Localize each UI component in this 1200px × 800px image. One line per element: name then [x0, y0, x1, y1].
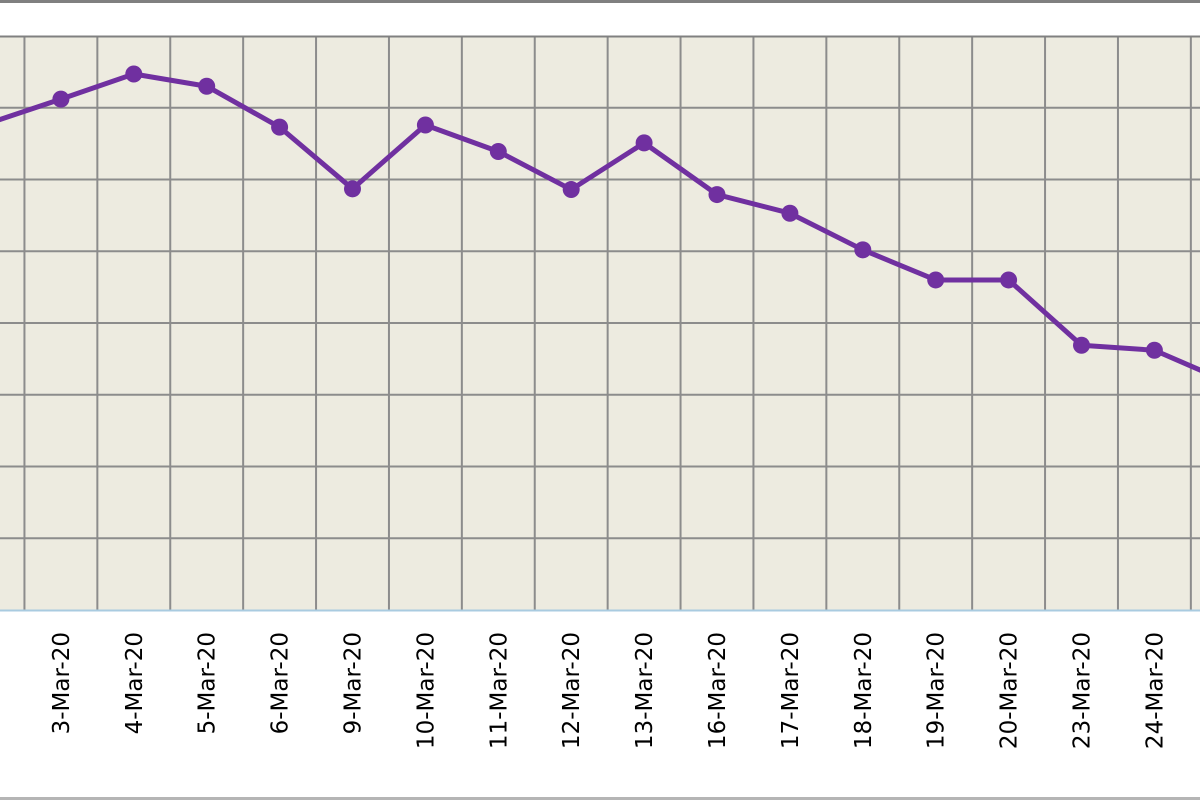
x-tick-label: 23-Mar-20: [1070, 632, 1096, 749]
x-tick-label: 6-Mar-20: [268, 632, 294, 734]
x-tick-label: 3-Mar-20: [49, 632, 75, 734]
x-tick-label: 17-Mar-20: [778, 632, 804, 749]
x-tick-label: 11-Mar-20: [486, 632, 512, 749]
data-point: [125, 65, 143, 83]
x-tick-label: 20-Mar-20: [997, 632, 1023, 749]
x-tick-label: 19-Mar-20: [924, 632, 950, 749]
data-point: [635, 134, 653, 152]
x-axis-tick-labels: 2-Mar-20 3-Mar-20 4-Mar-20 5-Mar-20 6-Mar-20…: [0, 632, 1168, 749]
series-line: [0, 71, 1200, 373]
x-tick-label: 9-Mar-20: [341, 632, 367, 734]
data-point: [708, 186, 726, 204]
series-layer: [0, 65, 1200, 373]
x-tick-label: 24-Mar-20: [1142, 632, 1168, 749]
data-point: [781, 204, 799, 222]
data-point: [854, 241, 872, 259]
data-point: [344, 180, 361, 198]
data-point: [198, 77, 216, 95]
x-tick-label: 4-Mar-20: [122, 632, 148, 734]
data-point: [271, 118, 289, 136]
data-point: [489, 143, 507, 161]
x-tick-label: 16-Mar-20: [705, 632, 731, 749]
data-point: [1000, 271, 1018, 289]
data-point: [416, 116, 434, 134]
data-point: [1145, 341, 1163, 359]
data-point: [927, 271, 945, 289]
x-tick-label: 2-Mar-20: [0, 632, 2, 734]
x-tick-label: 5-Mar-20: [195, 632, 221, 734]
data-point: [562, 181, 580, 199]
x-tick-label: 12-Mar-20: [559, 632, 585, 749]
x-tick-label: 10-Mar-20: [413, 632, 439, 749]
x-tick-label: 18-Mar-20: [851, 632, 877, 749]
data-point: [1073, 336, 1090, 354]
gridlines: [0, 36, 1200, 610]
x-tick-label: 13-Mar-20: [632, 632, 658, 749]
data-point: [52, 90, 70, 108]
